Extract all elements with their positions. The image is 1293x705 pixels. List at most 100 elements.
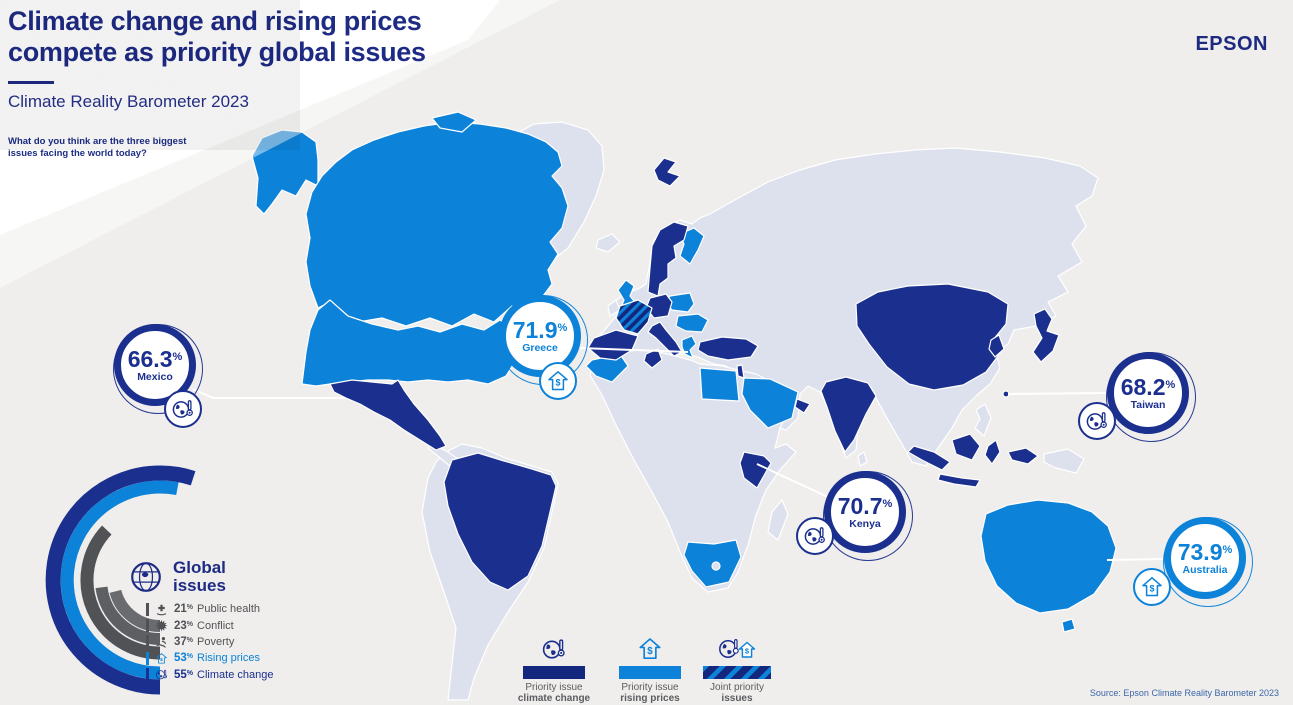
- legend-swatch-striped: [703, 666, 771, 679]
- climate-change-icon: [796, 517, 834, 555]
- global-issues-title-line2: issues: [173, 576, 226, 595]
- global-issues-header: Global issues: [127, 558, 226, 596]
- callout-value: 71.9%: [512, 317, 568, 343]
- arc-end-tick: [146, 619, 149, 633]
- legend-label-line2: rising prices: [620, 693, 680, 704]
- country-svalbard: [653, 157, 681, 187]
- country-romania-bulgaria: [675, 313, 709, 333]
- conflict-icon: [155, 619, 169, 633]
- arc-end-tick: [146, 635, 149, 649]
- rising-prices-icon: [602, 632, 698, 662]
- callout-value: 68.2%: [1120, 374, 1176, 400]
- country-italy: [647, 321, 683, 357]
- climate-change-icon: [155, 668, 169, 682]
- callout-country: Australia: [1182, 564, 1228, 576]
- country-france-joint-priority: [615, 299, 653, 335]
- global-issues-chart: [45, 465, 196, 695]
- country-kenya: [739, 451, 772, 489]
- country-south-korea: [988, 334, 1005, 358]
- legend-label-line1: Priority issue: [525, 682, 583, 693]
- globe-icon: [127, 558, 165, 596]
- climate-change-icon: [506, 632, 602, 662]
- epson-logo: EPSON: [1195, 33, 1268, 55]
- svg-text:$: $: [745, 647, 750, 656]
- country-norway-sweden: [647, 221, 689, 297]
- issue-label: Public health: [197, 603, 261, 616]
- country-indonesia-east: [1007, 447, 1039, 465]
- country-canada: [305, 121, 569, 327]
- callout-country: Taiwan: [1130, 399, 1166, 411]
- rising-prices-icon: [1133, 568, 1171, 606]
- callout-country: Kenya: [849, 518, 881, 530]
- country-india: [820, 376, 877, 453]
- country-japan: [1032, 308, 1060, 363]
- joint-priority-icon: $: [689, 632, 785, 662]
- climate-change-icon: [1078, 402, 1116, 440]
- legend-label-line2: issues: [721, 693, 753, 704]
- rising-prices-icon: [155, 651, 169, 665]
- callout-country: Mexico: [137, 371, 173, 383]
- page-title: Climate change and rising prices compete…: [8, 6, 488, 68]
- country-indonesia-sumatra: [907, 445, 951, 471]
- legend-label-line1: Priority issue: [621, 682, 679, 693]
- map-legend-climate-change: Priority issue climate change: [506, 632, 602, 704]
- issue-label: Poverty: [197, 635, 235, 648]
- country-uae: [794, 398, 811, 414]
- issue-label: Rising prices: [197, 652, 260, 665]
- region-africa: [589, 349, 797, 593]
- climate-change-icon: [164, 390, 202, 428]
- page-title-line1: Climate change and rising prices: [8, 6, 422, 36]
- survey-question: What do you think are the three biggest …: [8, 136, 186, 161]
- country-finland: [679, 227, 705, 265]
- legend-label-line1: Joint priority: [710, 682, 764, 693]
- page-title-line2: compete as priority global issues: [8, 37, 426, 67]
- country-madagascar: [767, 499, 789, 541]
- country-mexico: [329, 379, 447, 451]
- country-saudi-arabia: [741, 377, 799, 429]
- country-iceland: [595, 233, 621, 253]
- callout-connectors: [192, 347, 1165, 561]
- issue-label: Conflict: [197, 619, 234, 632]
- survey-question-line2: issues facing the world today?: [8, 148, 147, 160]
- country-alaska: [251, 129, 319, 215]
- country-israel: [736, 364, 745, 379]
- global-issues-title-line1: Global: [173, 558, 226, 577]
- country-egypt: [699, 367, 740, 402]
- callout-value: 70.7%: [837, 493, 893, 519]
- arc-end-tick: [146, 651, 149, 665]
- public-health-icon: [155, 602, 169, 616]
- issue-row-rising-prices: 53% Rising prices: [146, 650, 273, 666]
- source-attribution: Source: Epson Climate Reality Barometer …: [1089, 688, 1279, 698]
- country-sri-lanka: [857, 451, 868, 467]
- country-turkey: [697, 336, 759, 361]
- issue-row-climate-change: 55% Climate change: [146, 667, 273, 683]
- country-china-mongolia: [855, 283, 1009, 391]
- country-spain-portugal: [587, 329, 639, 361]
- callout-greece: 71.9% Greece: [499, 295, 581, 377]
- issue-pct: 23%: [174, 619, 194, 632]
- callout-value: 73.9%: [1177, 539, 1233, 565]
- issue-row-public-health: 21% Public health: [146, 601, 273, 617]
- legend-swatch-navy: [523, 666, 585, 679]
- poverty-icon: [155, 635, 169, 649]
- map-legend-rising-prices: Priority issue rising prices: [602, 632, 698, 704]
- callout-taiwan: 68.2% Taiwan: [1107, 352, 1189, 434]
- issue-label: Climate change: [197, 668, 274, 681]
- country-australia: [980, 499, 1117, 614]
- region-priority-rising-prices: [251, 111, 1117, 633]
- issue-pct: 55%: [174, 668, 194, 681]
- arc-end-tick: [146, 602, 149, 616]
- global-issues-legend: 21% Public health 23% Conflict 37% Pover…: [146, 601, 273, 683]
- country-philippines: [974, 403, 992, 437]
- country-lesotho: [711, 561, 721, 571]
- country-indonesia-borneo: [951, 433, 981, 461]
- callout-kenya: 70.7% Kenya: [824, 471, 906, 553]
- title-underline: [8, 81, 54, 84]
- legend-swatch-blue: [619, 666, 681, 679]
- issue-row-conflict: 23% Conflict: [146, 617, 273, 633]
- map-legend-joint-priority: $ Joint priority issues: [689, 632, 785, 704]
- country-indonesia-sulawesi: [984, 439, 1001, 465]
- survey-question-line1: What do you think are the three biggest: [8, 136, 187, 147]
